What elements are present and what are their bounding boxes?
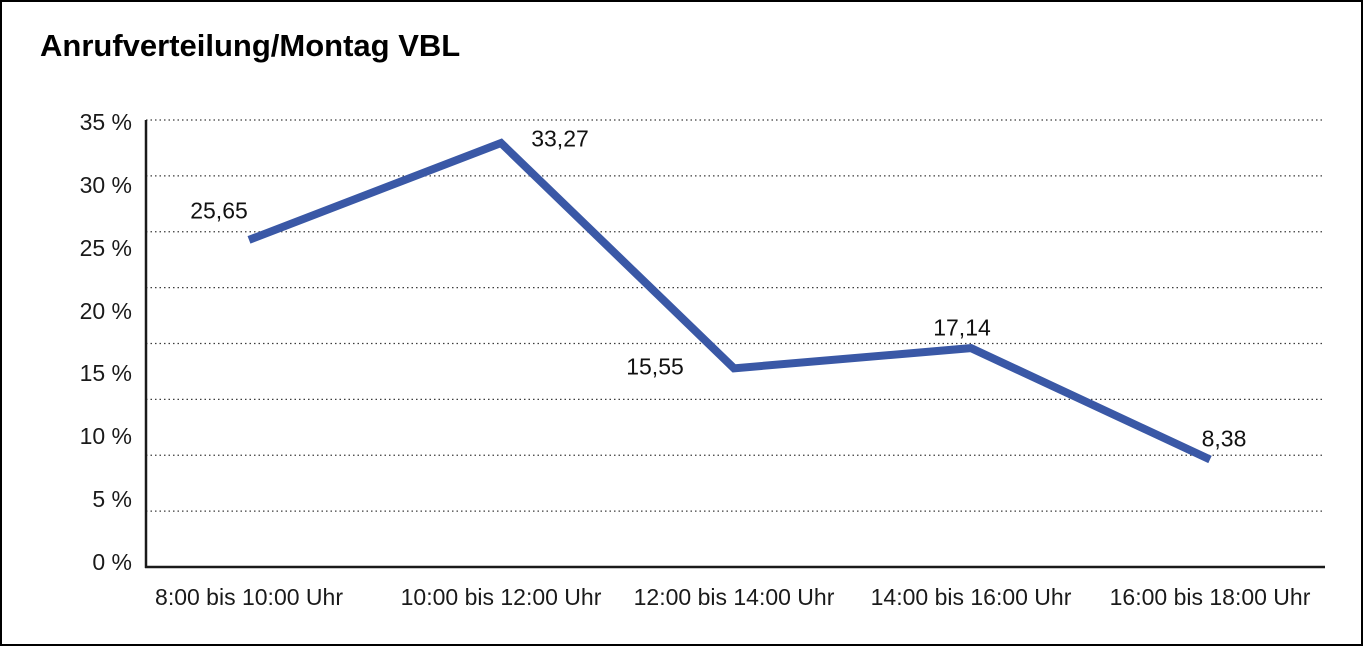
y-tick-label: 30 %	[79, 171, 132, 198]
chart-title: Anrufverteilung/Montag VBL	[40, 28, 461, 63]
y-tick-label: 5 %	[92, 486, 132, 513]
y-tick-label: 25 %	[79, 234, 132, 261]
x-tick-label: 12:00 bis 14:00 Uhr	[633, 584, 835, 610]
point-value-label: 33,27	[531, 125, 589, 152]
x-tick-label: 10:00 bis 12:00 Uhr	[400, 584, 602, 610]
x-tick-label: 14:00 bis 16:00 Uhr	[870, 584, 1072, 610]
y-tick-label: 35 %	[79, 109, 132, 135]
point-value-label: 8,38	[1201, 425, 1247, 452]
x-tick-label: 8:00 bis 10:00 Uhr	[155, 584, 343, 610]
y-tick-label: 15 %	[79, 360, 132, 387]
series-line	[247, 138, 1212, 464]
y-tick-label: 0 %	[92, 549, 132, 575]
point-value-label: 17,14	[933, 314, 991, 341]
point-value-label: 25,65	[190, 197, 248, 224]
y-tick-label: 10 %	[79, 423, 132, 450]
x-tick-label: 16:00 bis 18:00 Uhr	[1109, 584, 1311, 610]
point-value-label: 15,55	[626, 353, 684, 380]
y-tick-label: 20 %	[79, 297, 132, 324]
